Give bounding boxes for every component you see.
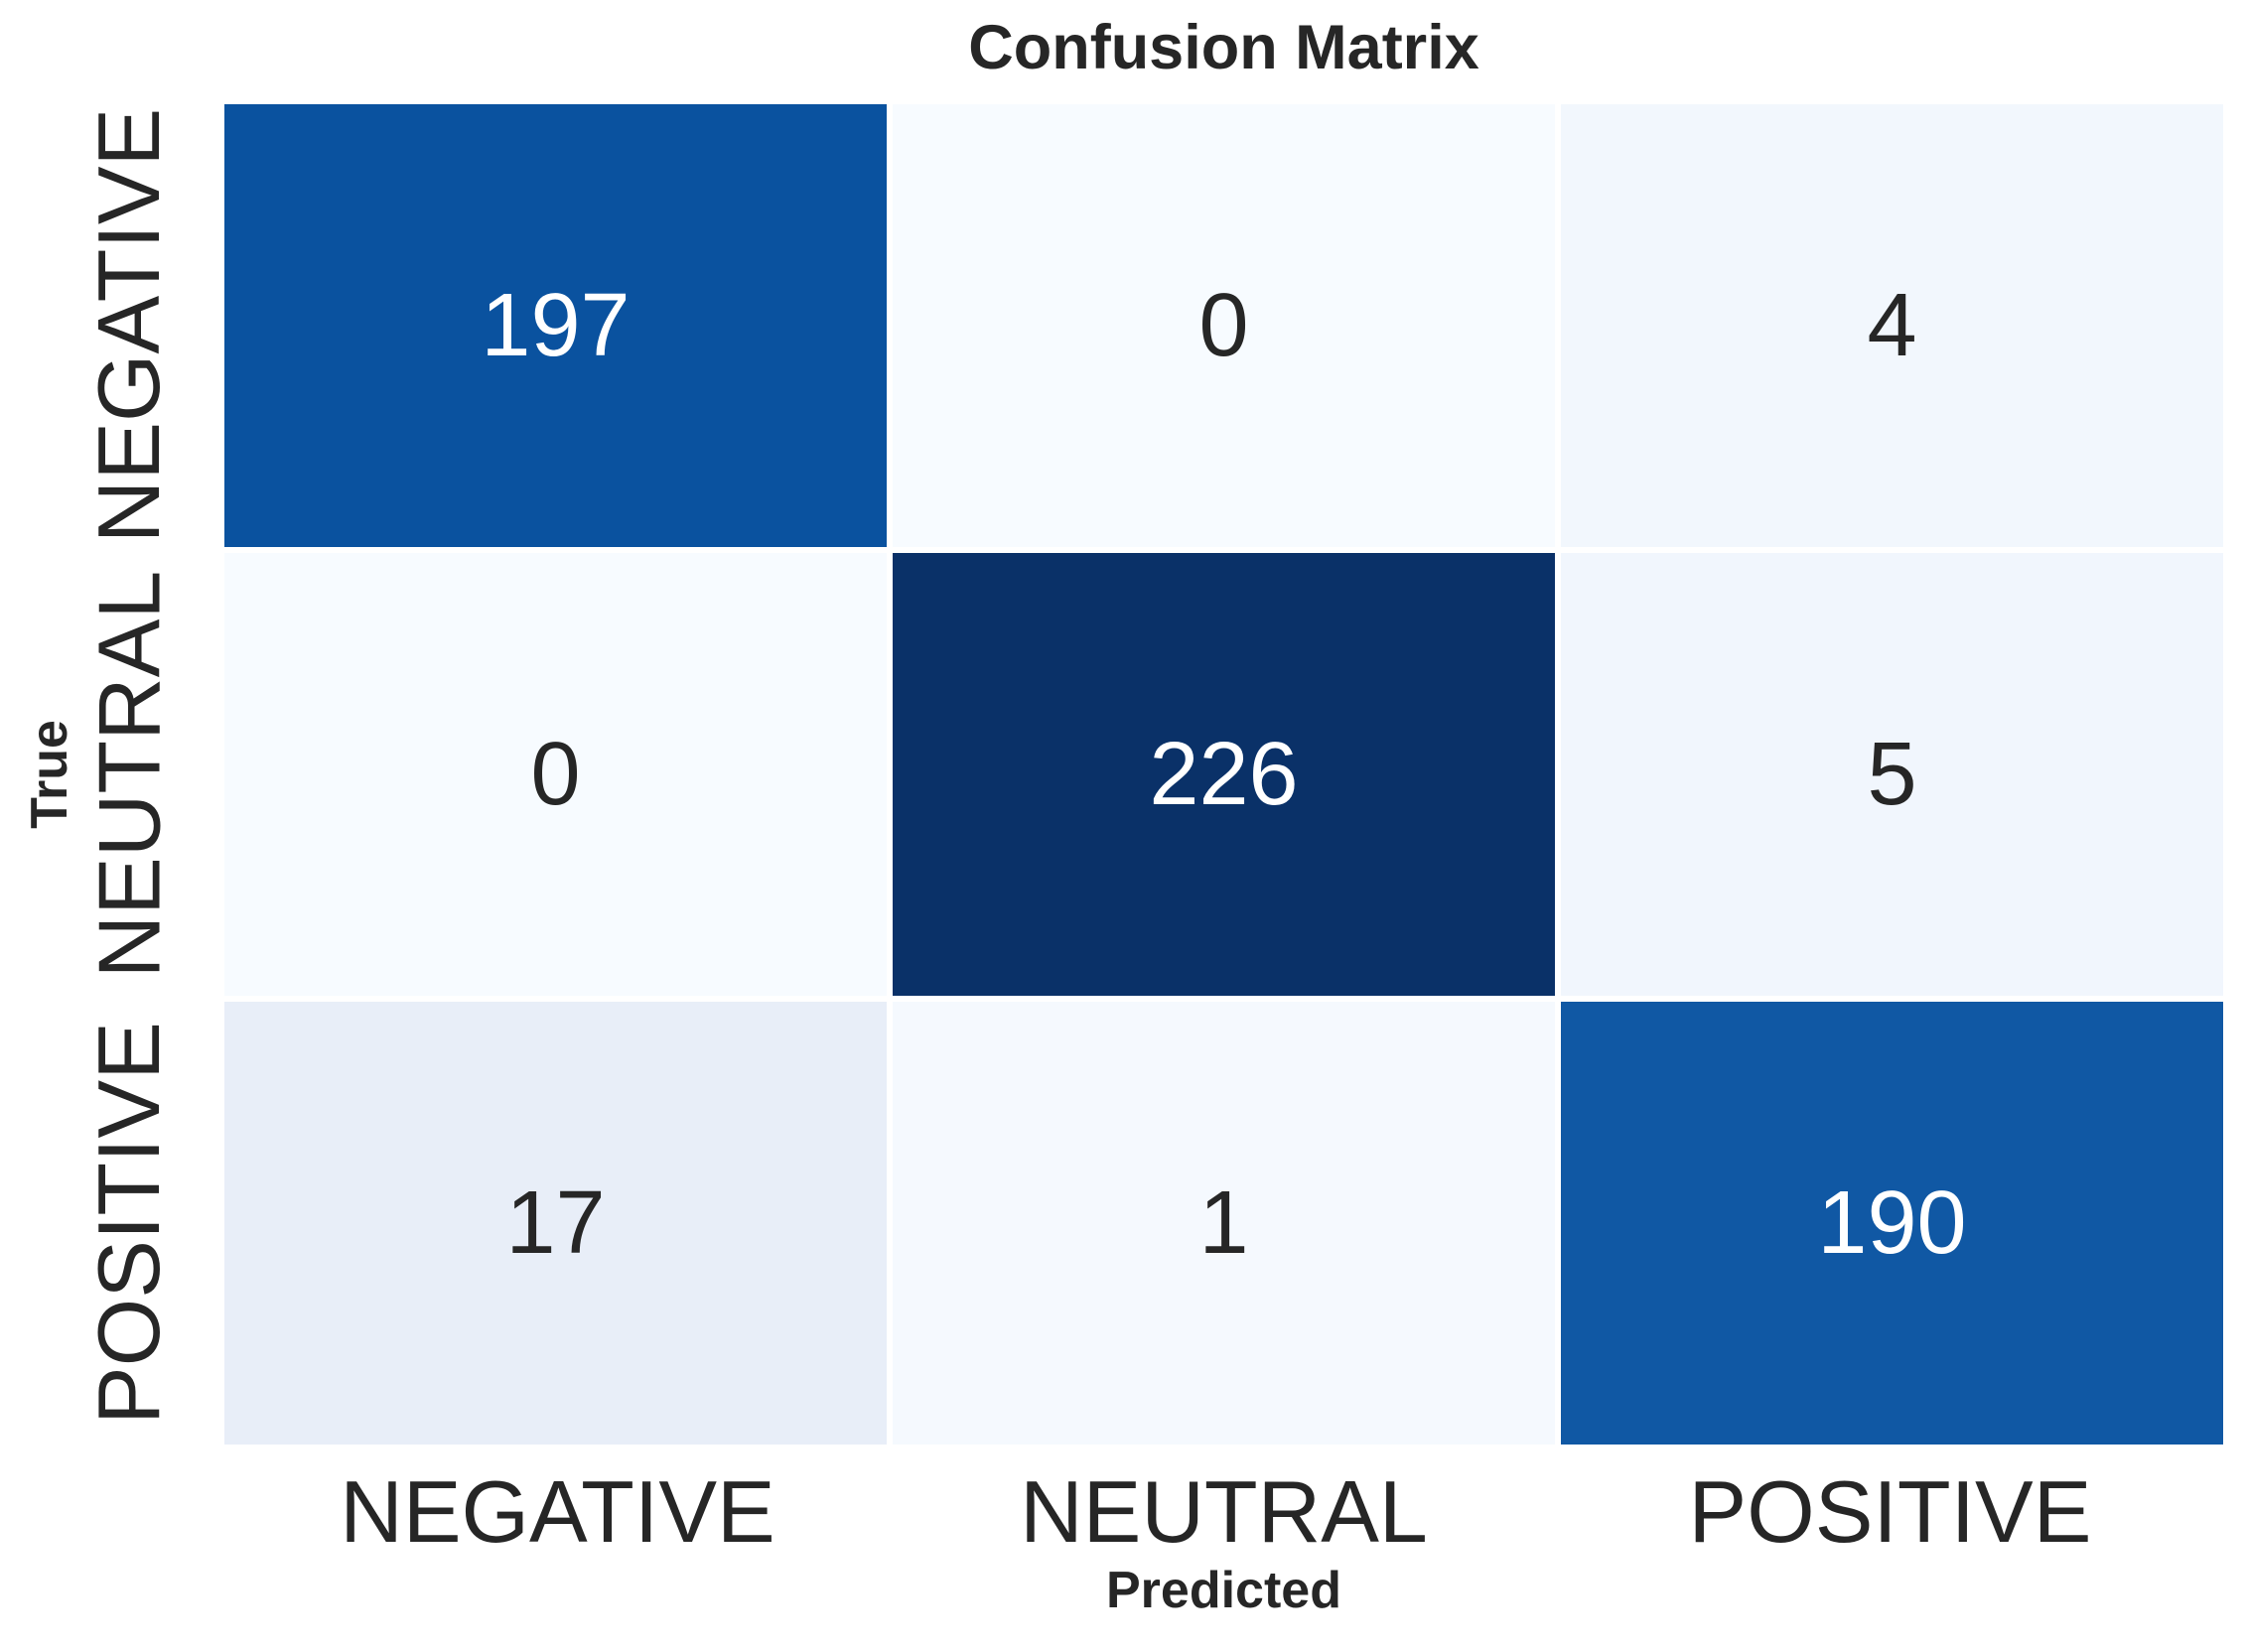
y-tick-label: NEGATIVE	[79, 107, 179, 544]
x-tick-neutral: NEUTRAL	[1020, 1462, 1428, 1561]
heatmap-cell: 0	[893, 104, 1555, 547]
heatmap-cell: 17	[224, 1002, 887, 1445]
y-axis-label-box: True	[6, 104, 93, 1445]
heatmap-cell: 5	[1561, 553, 2223, 996]
heatmap: 197 0 4 0 226 5 17 1 190	[224, 104, 2223, 1445]
y-tick-label: POSITIVE	[79, 1022, 179, 1425]
x-tick-positive: POSITIVE	[1688, 1462, 2092, 1561]
x-axis-ticks: NEGATIVE NEUTRAL POSITIVE	[224, 1457, 2223, 1567]
heatmap-cell: 4	[1561, 104, 2223, 547]
y-axis-label: True	[21, 720, 79, 829]
heatmap-cell: 226	[893, 553, 1555, 996]
heatmap-cell: 197	[224, 104, 887, 547]
heatmap-cell: 0	[224, 553, 887, 996]
x-axis-label: Predicted	[1106, 1562, 1341, 1619]
x-tick-negative: NEGATIVE	[340, 1462, 775, 1561]
heatmap-cell: 190	[1561, 1002, 2223, 1445]
heatmap-cell: 1	[893, 1002, 1555, 1445]
chart-title: Confusion Matrix	[968, 13, 1479, 82]
y-tick-label: NEUTRAL	[79, 570, 178, 979]
